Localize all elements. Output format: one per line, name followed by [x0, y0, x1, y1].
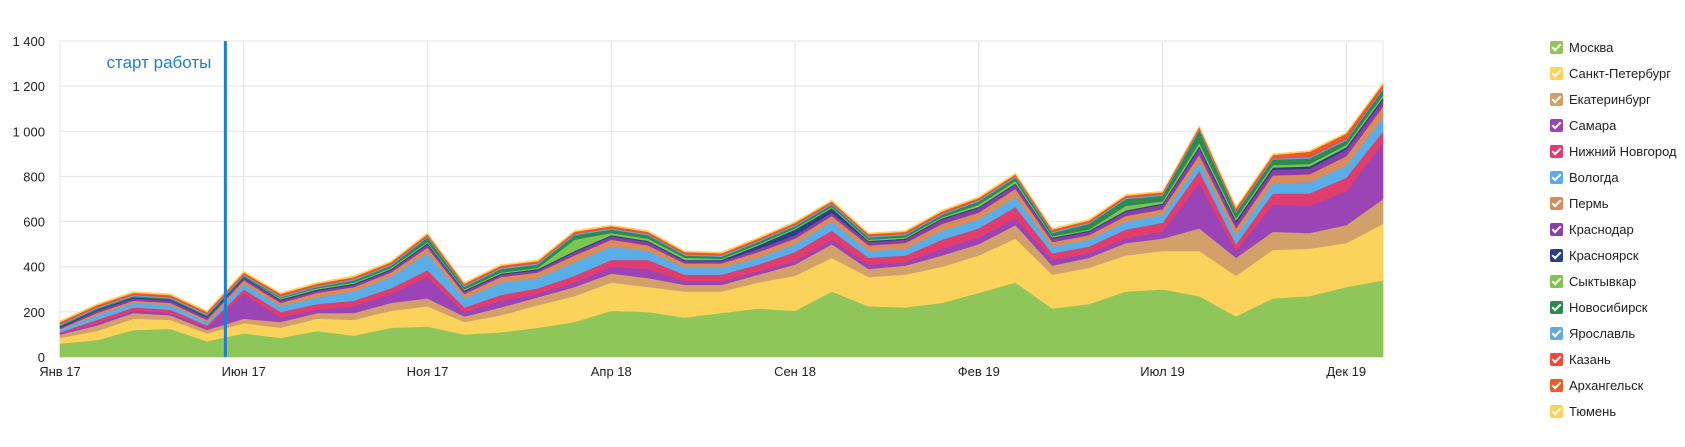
- checkbox-icon[interactable]: [1550, 170, 1563, 184]
- legend-label: Вологда: [1569, 169, 1619, 185]
- checkbox-icon[interactable]: [1550, 326, 1563, 340]
- x-tick-label: Июн 17: [222, 364, 266, 379]
- checkbox-icon[interactable]: [1550, 248, 1563, 262]
- y-tick-label: 1 200: [12, 79, 45, 94]
- legend-item[interactable]: Екатеринбург: [1550, 86, 1685, 112]
- y-tick-label: 1 400: [12, 34, 45, 49]
- legend-item[interactable]: Архангельск: [1550, 372, 1685, 398]
- legend-label: Москва: [1569, 39, 1614, 55]
- legend-label: Краснодар: [1569, 221, 1634, 237]
- y-tick-label: 400: [23, 260, 45, 275]
- checkbox-icon[interactable]: [1550, 144, 1563, 158]
- legend-label: Красноярск: [1569, 247, 1639, 263]
- y-tick-label: 1 000: [12, 124, 45, 139]
- legend-item[interactable]: Ярославль: [1550, 320, 1685, 346]
- series-areas: [59, 82, 1384, 358]
- checkbox-icon[interactable]: [1550, 378, 1563, 392]
- x-tick-label: Июл 19: [1140, 364, 1184, 379]
- legend-label: Нижний Новгород: [1569, 143, 1677, 159]
- checkbox-icon[interactable]: [1550, 118, 1563, 132]
- y-tick-label: 800: [23, 169, 45, 184]
- checkbox-icon[interactable]: [1550, 274, 1563, 288]
- checkbox-icon[interactable]: [1550, 300, 1563, 314]
- y-tick-label: 600: [23, 215, 45, 230]
- legend-label: Тюмень: [1569, 403, 1617, 419]
- start-annotation: старт работы: [107, 53, 212, 72]
- legend-label: Самара: [1569, 117, 1617, 133]
- legend-label: Пермь: [1569, 195, 1609, 211]
- legend-item[interactable]: Санкт-Петербург: [1550, 60, 1685, 86]
- legend: Москва Санкт-Петербург Екатеринбург Самара Н…: [1550, 34, 1685, 424]
- checkbox-icon[interactable]: [1550, 352, 1563, 366]
- x-tick-label: Ноя 17: [407, 364, 449, 379]
- checkbox-icon[interactable]: [1550, 196, 1563, 210]
- legend-item[interactable]: Сыктывкар: [1550, 268, 1685, 294]
- y-tick-label: 200: [23, 305, 45, 320]
- legend-item[interactable]: Самара: [1550, 112, 1685, 138]
- x-tick-label: Апр 18: [591, 364, 632, 379]
- x-axis-ticks: Янв 17 Июн 17 Ноя 17 Апр 18 Сен 18 Фев 19 Июл …: [39, 364, 1366, 379]
- x-tick-label: Дек 19: [1326, 364, 1366, 379]
- x-tick-label: Янв 17: [39, 364, 81, 379]
- y-tick-label: 0: [38, 350, 45, 365]
- area-series: [59, 82, 1384, 323]
- checkbox-icon[interactable]: [1550, 92, 1563, 106]
- legend-label: Сыктывкар: [1569, 273, 1637, 289]
- legend-label: Новосибирск: [1569, 299, 1648, 315]
- legend-item[interactable]: Вологда: [1550, 164, 1685, 190]
- legend-item[interactable]: Москва: [1550, 34, 1685, 60]
- legend-item[interactable]: Красноярск: [1550, 242, 1685, 268]
- checkbox-icon[interactable]: [1550, 404, 1563, 418]
- legend-label: Ярославль: [1569, 325, 1636, 341]
- legend-item[interactable]: Нижний Новгород: [1550, 138, 1685, 164]
- legend-item[interactable]: Казань: [1550, 346, 1685, 372]
- legend-label: Архангельск: [1569, 377, 1644, 393]
- legend-item[interactable]: Тюмень: [1550, 398, 1685, 424]
- checkbox-icon[interactable]: [1550, 66, 1563, 80]
- legend-label: Санкт-Петербург: [1569, 65, 1671, 81]
- x-tick-label: Фев 19: [958, 364, 1000, 379]
- y-axis-ticks: 0 200 400 600 800 1 000 1 200 1 400: [12, 34, 45, 365]
- checkbox-icon[interactable]: [1550, 222, 1563, 236]
- checkbox-icon[interactable]: [1550, 40, 1563, 54]
- legend-label: Екатеринбург: [1569, 91, 1651, 107]
- legend-item[interactable]: Пермь: [1550, 190, 1685, 216]
- x-tick-label: Сен 18: [774, 364, 816, 379]
- legend-label: Казань: [1569, 351, 1611, 367]
- legend-item[interactable]: Новосибирск: [1550, 294, 1685, 320]
- legend-item[interactable]: Краснодар: [1550, 216, 1685, 242]
